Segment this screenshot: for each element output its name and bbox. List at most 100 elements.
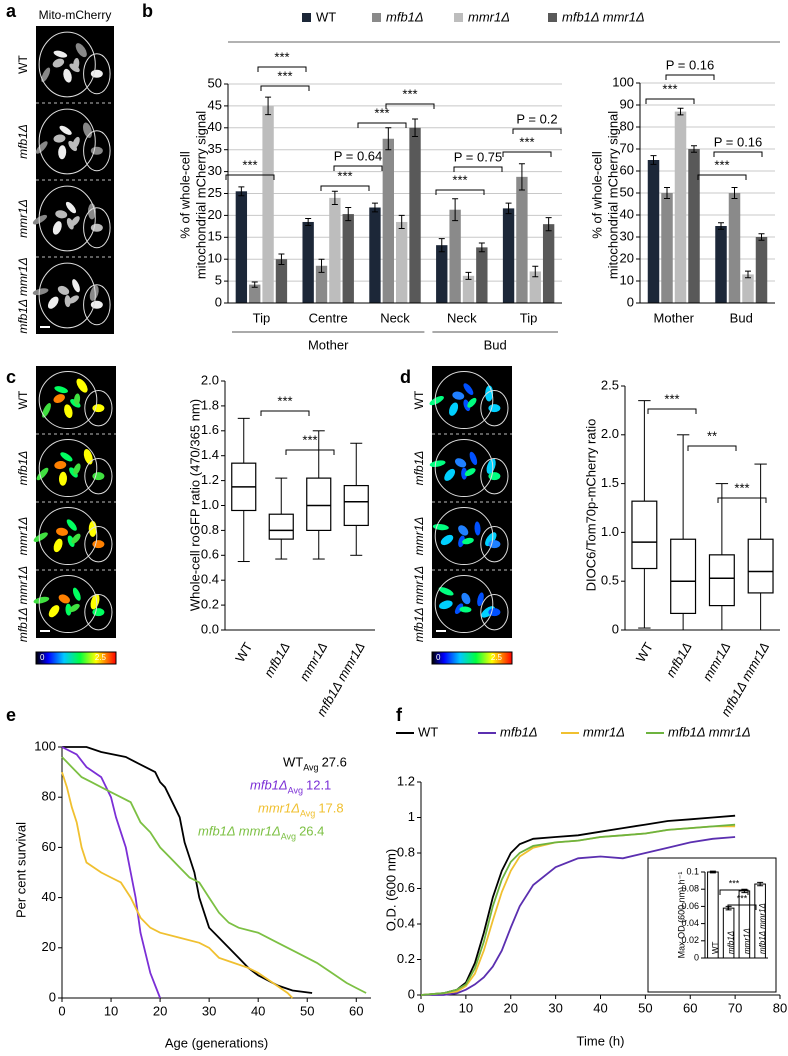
cell-outline <box>434 370 494 430</box>
x-tick-label: 40 <box>251 1003 265 1018</box>
mitochondria <box>33 532 48 542</box>
error-bar <box>238 186 245 197</box>
y-tick-label: 0.08 <box>681 884 699 894</box>
colorbar-label: 0 <box>40 653 45 662</box>
annotation: *** <box>519 134 534 149</box>
x-tick-label: 0 <box>417 1000 424 1015</box>
y-tick-label: 80 <box>42 789 56 804</box>
annotation: *** <box>452 172 467 187</box>
bar <box>755 237 768 303</box>
annotation: *** <box>662 81 677 96</box>
y-tick-label: 1.4 <box>201 447 219 462</box>
mitochondria <box>454 603 464 614</box>
y-tick-label: 40 <box>42 889 56 904</box>
x-axis-label: Time (h) <box>577 1033 625 1048</box>
mitochondria <box>60 452 73 462</box>
bracket <box>260 410 310 416</box>
box <box>670 538 697 615</box>
box <box>268 513 294 540</box>
y-tick-label: 0.6 <box>397 880 415 895</box>
y-tick-label: 10 <box>208 251 222 266</box>
box <box>708 554 735 607</box>
annotation: *** <box>714 157 729 172</box>
annotation: P = 0.64 <box>334 148 383 163</box>
y-tick-label: 0.8 <box>397 844 415 859</box>
mitochondria <box>36 467 49 481</box>
y-tick-label: 2.5 <box>601 377 619 392</box>
y-tick-label: 0.4 <box>397 915 415 930</box>
bar <box>342 214 354 303</box>
box <box>343 484 369 527</box>
annotation: *** <box>277 68 292 83</box>
y-tick-label: 1.0 <box>201 497 219 512</box>
colorbar-label: 2.5 <box>95 653 107 662</box>
y-axis-label: % of whole-cell <box>589 151 604 239</box>
y-tick-label: 0.02 <box>681 935 699 945</box>
x-tick-label: 20 <box>504 1000 518 1015</box>
error-bar <box>345 207 352 222</box>
mitochondria <box>66 519 77 531</box>
bar <box>235 191 248 303</box>
y-tick-label: 45 <box>208 97 222 112</box>
panel-letter: d <box>400 367 411 387</box>
y-axis-label: Max OD (600 nm) h⁻¹ <box>676 872 686 959</box>
annotation: P = 0.2 <box>516 111 557 126</box>
line <box>421 836 736 996</box>
bar <box>396 221 408 303</box>
mitochondria <box>48 605 60 618</box>
mitochondria <box>57 285 70 295</box>
annotation: P = 0.16 <box>666 57 715 72</box>
y-tick-label: 0 <box>49 989 56 1004</box>
bar <box>742 274 754 303</box>
legend-subscript: Avg <box>300 808 315 818</box>
x-tick-label: mfb1Δ <box>663 640 695 680</box>
annotation: *** <box>242 157 257 172</box>
x-tick-label: 70 <box>728 1000 742 1015</box>
colorbar-label: 2.5 <box>491 653 503 662</box>
bar <box>715 226 727 303</box>
annotation: *** <box>664 391 679 406</box>
error-bar <box>371 202 378 213</box>
mitochondria <box>54 386 68 394</box>
mitochondria <box>90 69 103 78</box>
mitochondria <box>35 141 48 154</box>
y-tick-label: 0 <box>627 294 634 309</box>
mitochondria <box>461 467 468 480</box>
y-tick-label: 40 <box>620 206 634 221</box>
line <box>62 746 313 994</box>
bar <box>476 247 488 303</box>
bar <box>502 208 515 303</box>
y-tick-label: 50 <box>620 184 634 199</box>
bracket <box>665 74 715 80</box>
mitochondria <box>55 210 68 219</box>
bracket <box>435 189 485 195</box>
x-tick-label: 20 <box>153 1003 167 1018</box>
line <box>420 814 736 996</box>
y-tick-label: 0.0 <box>201 621 219 636</box>
bar <box>516 176 528 303</box>
mitochondria <box>485 532 497 547</box>
colorbar-label: 0 <box>436 653 441 662</box>
mitochondria <box>469 451 478 466</box>
bar <box>382 138 394 303</box>
panel-letter: e <box>6 705 16 725</box>
mitochondria <box>452 391 465 400</box>
mitochondria <box>72 136 80 149</box>
bud-outline <box>84 389 113 427</box>
error-bar <box>758 233 765 241</box>
y-tick-label: 30 <box>208 163 222 178</box>
mitochondria <box>467 397 477 408</box>
bud-outline <box>84 525 113 563</box>
mitochondria <box>462 537 474 545</box>
mitochondria <box>72 279 80 293</box>
error-bar <box>518 163 525 191</box>
bracket <box>719 889 749 895</box>
x-tick-label: 80 <box>773 1000 787 1015</box>
cell-outline <box>38 438 98 498</box>
mitochondria <box>90 300 103 309</box>
bar <box>369 207 381 303</box>
mitochondria <box>68 295 79 304</box>
y-tick-label: 1.6 <box>201 422 219 437</box>
bracket <box>647 408 697 414</box>
x-tick-label: WT <box>711 941 720 954</box>
